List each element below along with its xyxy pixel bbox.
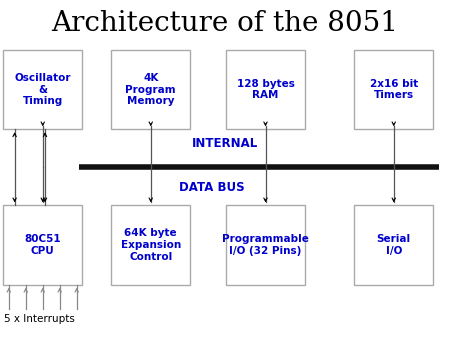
Text: 80C51
CPU: 80C51 CPU [24,234,61,256]
FancyBboxPatch shape [4,206,82,285]
Text: Architecture of the 8051: Architecture of the 8051 [51,10,399,37]
FancyBboxPatch shape [355,206,433,285]
Text: Serial
I/O: Serial I/O [377,234,411,256]
Text: Oscillator
&
Timing: Oscillator & Timing [14,73,71,106]
Text: 2x16 bit
Timers: 2x16 bit Timers [369,79,418,100]
Text: INTERNAL: INTERNAL [192,138,258,150]
FancyBboxPatch shape [112,206,190,285]
Text: 64K byte
Expansion
Control: 64K byte Expansion Control [121,228,181,262]
FancyBboxPatch shape [355,50,433,129]
FancyBboxPatch shape [226,50,305,129]
Text: 128 bytes
RAM: 128 bytes RAM [237,79,294,100]
Text: Programmable
I/O (32 Pins): Programmable I/O (32 Pins) [222,234,309,256]
Text: 5 x Interrupts: 5 x Interrupts [4,314,76,324]
FancyBboxPatch shape [226,206,305,285]
Text: 4K
Program
Memory: 4K Program Memory [126,73,176,106]
Text: DATA BUS: DATA BUS [179,181,244,194]
FancyBboxPatch shape [4,50,82,129]
FancyBboxPatch shape [112,50,190,129]
